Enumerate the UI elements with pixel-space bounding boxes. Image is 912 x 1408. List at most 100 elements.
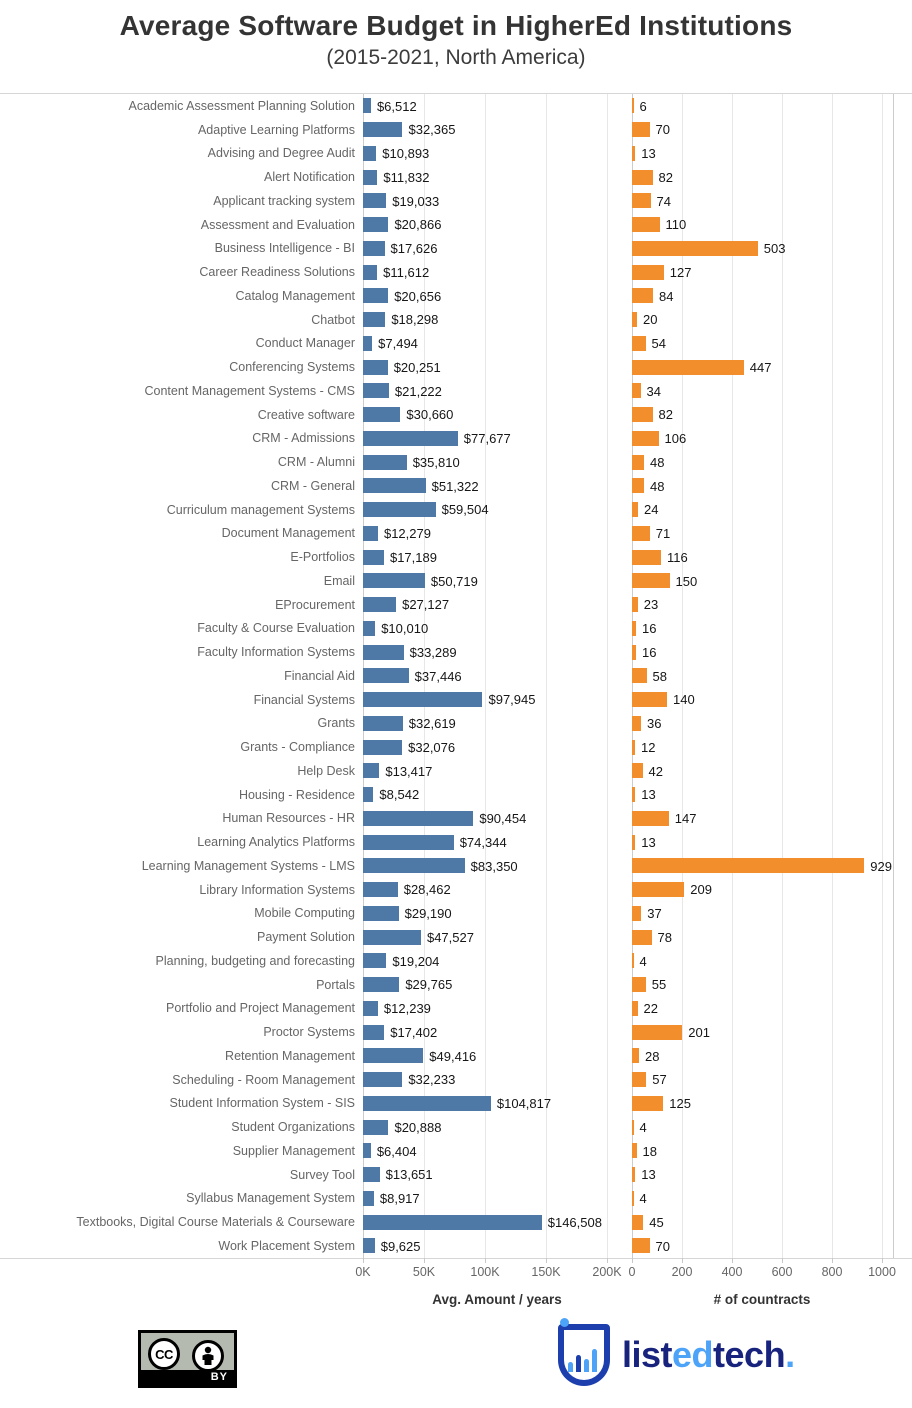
contracts-bar[interactable] (632, 335, 646, 351)
cc-by-license-badge[interactable]: BY CC (138, 1330, 237, 1388)
budget-bar[interactable] (363, 810, 474, 826)
contracts-bar[interactable] (632, 597, 638, 613)
contracts-bar[interactable] (632, 882, 685, 898)
listedtech-logo[interactable]: listedtech. (558, 1318, 795, 1386)
contracts-bar[interactable] (632, 905, 642, 921)
contracts-bar[interactable] (632, 312, 637, 328)
contracts-bar[interactable] (632, 668, 647, 684)
contracts-bar[interactable] (632, 240, 758, 256)
budget-bar[interactable] (363, 430, 458, 446)
contracts-bar[interactable] (632, 1095, 664, 1111)
budget-bar[interactable] (363, 98, 371, 114)
budget-bar[interactable] (363, 359, 388, 375)
budget-bar[interactable] (363, 288, 389, 304)
contracts-bar[interactable] (632, 288, 653, 304)
budget-bar[interactable] (363, 882, 398, 898)
budget-bar[interactable] (363, 1095, 491, 1111)
contracts-bar[interactable] (632, 573, 670, 589)
budget-bar[interactable] (363, 193, 387, 209)
contracts-bar[interactable] (632, 359, 744, 375)
budget-bar[interactable] (363, 1214, 542, 1230)
budget-bar[interactable] (363, 1190, 374, 1206)
budget-bar[interactable] (363, 763, 380, 779)
budget-bar[interactable] (363, 454, 407, 470)
budget-bar[interactable] (363, 478, 426, 494)
budget-bar[interactable] (363, 597, 397, 613)
contracts-bar[interactable] (632, 1000, 638, 1016)
contracts-bar[interactable] (632, 1048, 639, 1064)
budget-bar[interactable] (363, 668, 409, 684)
contracts-bar[interactable] (632, 1143, 637, 1159)
budget-bar[interactable] (363, 905, 399, 921)
budget-bar[interactable] (363, 525, 378, 541)
budget-bar[interactable] (363, 264, 378, 280)
contracts-bar[interactable] (632, 145, 636, 161)
budget-bar[interactable] (363, 644, 404, 660)
budget-bar[interactable] (363, 145, 377, 161)
contracts-bar[interactable] (632, 620, 636, 636)
contracts-bar[interactable] (632, 1190, 634, 1206)
budget-bar[interactable] (363, 692, 483, 708)
contracts-bar[interactable] (632, 644, 636, 660)
budget-bar[interactable] (363, 502, 436, 518)
budget-bar[interactable] (363, 1072, 403, 1088)
budget-bar[interactable] (363, 312, 386, 328)
contracts-bar[interactable] (632, 810, 669, 826)
budget-bar[interactable] (363, 1238, 375, 1254)
budget-bar[interactable] (363, 977, 400, 993)
contracts-bar[interactable] (632, 1024, 683, 1040)
contracts-bar[interactable] (632, 1072, 647, 1088)
contracts-bar[interactable] (632, 169, 653, 185)
contracts-bar[interactable] (632, 763, 643, 779)
contracts-bar[interactable] (632, 430, 659, 446)
budget-bar[interactable] (363, 549, 384, 565)
budget-bar[interactable] (363, 1167, 380, 1183)
contracts-bar[interactable] (632, 502, 638, 518)
contracts-bar[interactable] (632, 549, 661, 565)
contracts-bar[interactable] (632, 692, 667, 708)
contracts-bar[interactable] (632, 122, 650, 138)
budget-bar[interactable] (363, 335, 373, 351)
contracts-bar[interactable] (632, 929, 652, 945)
budget-bar[interactable] (363, 169, 378, 185)
budget-bar[interactable] (363, 1119, 389, 1135)
contracts-bar[interactable] (632, 217, 660, 233)
budget-bar[interactable] (363, 217, 389, 233)
budget-bar[interactable] (363, 1143, 371, 1159)
contracts-bar[interactable] (632, 858, 865, 874)
contracts-bar[interactable] (632, 264, 664, 280)
budget-bar[interactable] (363, 1000, 378, 1016)
budget-bar[interactable] (363, 383, 389, 399)
contracts-bar[interactable] (632, 407, 653, 423)
contracts-bar[interactable] (632, 525, 650, 541)
budget-bar[interactable] (363, 407, 401, 423)
budget-bar[interactable] (363, 240, 385, 256)
budget-bar[interactable] (363, 715, 403, 731)
contracts-bar[interactable] (632, 454, 644, 470)
budget-bar[interactable] (363, 1048, 424, 1064)
budget-bar[interactable] (363, 573, 425, 589)
contracts-bar[interactable] (632, 383, 641, 399)
contracts-bar[interactable] (632, 478, 644, 494)
budget-bar[interactable] (363, 739, 403, 755)
budget-bar[interactable] (363, 929, 421, 945)
contracts-bar[interactable] (632, 715, 641, 731)
contracts-bar[interactable] (632, 834, 636, 850)
contracts-bar[interactable] (632, 953, 634, 969)
contracts-bar[interactable] (632, 1214, 644, 1230)
contracts-bar[interactable] (632, 787, 636, 803)
contracts-bar[interactable] (632, 1167, 636, 1183)
contracts-bar[interactable] (632, 98, 634, 114)
budget-bar[interactable] (363, 122, 403, 138)
contracts-bar[interactable] (632, 977, 646, 993)
contracts-bar[interactable] (632, 1238, 650, 1254)
budget-bar[interactable] (363, 858, 465, 874)
budget-bar[interactable] (363, 787, 374, 803)
contracts-bar[interactable] (632, 193, 651, 209)
budget-bar[interactable] (363, 620, 376, 636)
budget-bar[interactable] (363, 953, 387, 969)
budget-bar[interactable] (363, 1024, 385, 1040)
contracts-bar[interactable] (632, 739, 635, 755)
contracts-bar[interactable] (632, 1119, 634, 1135)
budget-bar[interactable] (363, 834, 454, 850)
